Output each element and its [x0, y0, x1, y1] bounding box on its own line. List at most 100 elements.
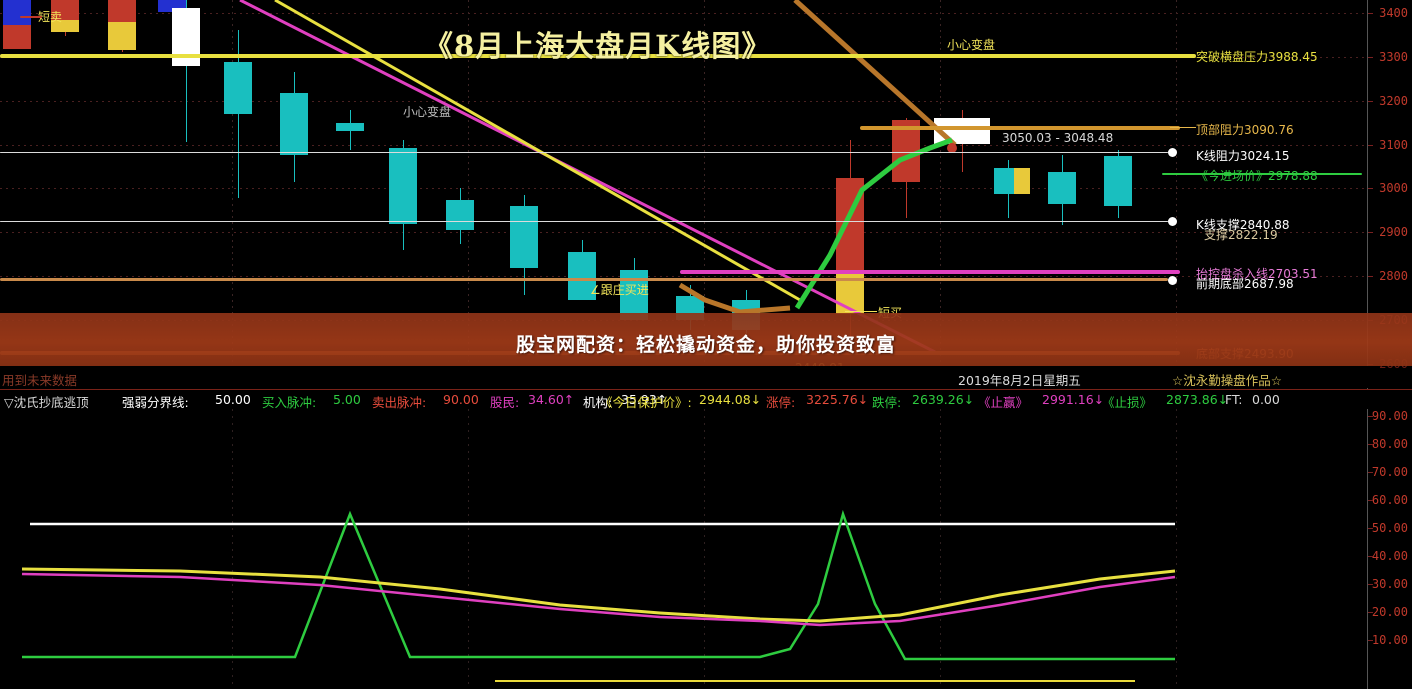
axis-tick-label: 3400 [1379, 6, 1408, 20]
axis-tick-label: 2900 [1379, 225, 1408, 239]
retail-investor-value: 34.60↑ [528, 392, 575, 407]
annotation-leader-line [845, 311, 877, 312]
candle-body [51, 20, 79, 32]
gridline-v [468, 409, 469, 689]
indicator-axis-right[interactable]: 90.00 80.00 70.00 60.00 50.00 40.00 30.0… [1367, 409, 1412, 689]
axis-tick [1368, 472, 1373, 473]
candle-body [3, 0, 31, 28]
retail-investor-label: 股民: [490, 395, 520, 410]
axis-tick [1368, 188, 1373, 189]
sell-pulse-value: 90.00 [443, 392, 479, 407]
gridline [0, 145, 1368, 146]
axis-tick-label: 40.00 [1371, 549, 1408, 563]
level-line-kline-resistance [0, 152, 1168, 153]
axis-tick-label: 3300 [1379, 50, 1408, 64]
level-line-prior-bottom [0, 278, 1168, 281]
candle-body [108, 22, 136, 50]
strength-divider-value: 50.00 [215, 392, 251, 407]
annotation-careful-reversal-1: 小心变盘 [403, 105, 452, 119]
lower-lines-overlay [21, 509, 1176, 682]
take-profit-value: 2991.16↓ [1042, 392, 1105, 407]
gridline [0, 13, 1368, 14]
level-line-kline-support [0, 221, 1168, 222]
axis-tick-label: 60.00 [1371, 493, 1408, 507]
axis-tick-label: 80.00 [1371, 437, 1408, 451]
kline-resistance-dot [1168, 148, 1177, 157]
candle-body [3, 25, 31, 49]
axis-tick [1368, 444, 1373, 445]
institution-label: 机构: [583, 395, 613, 410]
stop-loss-label: 《止损》 [1102, 395, 1153, 410]
page-title: 《8月上海大盘月K线图》 [424, 29, 772, 63]
yellow-ma-line [21, 567, 1176, 623]
annotation-follow-bank-buy: ∠跟庄买进 [590, 283, 649, 297]
promo-banner [0, 313, 1412, 366]
kline-support-dot [1168, 217, 1177, 226]
gridline-v [940, 409, 941, 689]
candle-body [1048, 172, 1076, 204]
future-data-warning: 用到未来数据 [2, 373, 78, 388]
candle-body [280, 93, 308, 155]
annotation-short-sell: 短卖 [38, 10, 63, 24]
candle-body [108, 0, 136, 22]
axis-tick [1368, 528, 1373, 529]
protect-price-value: 2944.08↓ [699, 392, 762, 407]
axis-tick-label: 90.00 [1371, 409, 1408, 423]
axis-tick [1368, 101, 1373, 102]
candle-body [446, 200, 474, 230]
axis-tick [1368, 556, 1373, 557]
axis-tick-label: 3000 [1379, 181, 1408, 195]
indicator-status-strip[interactable]: ▽沈氏抄底逃顶 强弱分界线: 50.00 买入脉冲: 5.00 卖出脉冲: 90… [0, 389, 1412, 410]
candle-body [934, 118, 990, 144]
buy-pulse-label: 买入脉冲: [262, 395, 317, 410]
limit-up-value: 3225.76↓ [806, 392, 869, 407]
axis-tick [1368, 232, 1373, 233]
gridline [0, 232, 1368, 233]
gridline [0, 188, 1368, 189]
candle-body [510, 206, 538, 268]
upper-kline-chart[interactable]: 《8月上海大盘月K线图》 短卖 小心变盘 ∠跟庄买进 小心变盘 短买 3050.… [0, 0, 1412, 390]
lower-plot-area[interactable]: ［持有］实际交易量增加。MFI促进指数增加。 [0, 409, 1368, 689]
lower-indicator-chart[interactable]: ［持有］实际交易量增加。MFI促进指数增加。 [0, 409, 1412, 689]
axis-tick-label: 2800 [1379, 269, 1408, 283]
candle-wick [238, 30, 239, 198]
upper-chart-footer: 用到未来数据 2019年8月2日星期五 ☆沈永勤操盘作品☆ [0, 366, 1368, 388]
gridline-v [1176, 409, 1177, 689]
axis-tick-label: 10.00 [1371, 633, 1408, 647]
leader-line [1150, 54, 1194, 55]
label-kline-resistance: K线阻力3024.15 [1196, 149, 1290, 163]
stop-loss-value: 2873.86↓ [1166, 392, 1229, 407]
label-kline-support: K线支撑2840.88 [1196, 218, 1290, 232]
strength-divider-label: 强弱分界线: [122, 395, 189, 410]
limit-down-label: 跌停: [872, 395, 902, 410]
annotation-careful-reversal-2: 小心变盘 [947, 38, 996, 52]
candle-body [836, 178, 864, 278]
label-bank-entry-line: 抬控盘杀入线2703.51 [1196, 267, 1318, 281]
take-profit-label: 《止赢》 [978, 395, 1029, 410]
axis-tick [1368, 145, 1373, 146]
axis-tick-label: 20.00 [1371, 605, 1408, 619]
candle-body [224, 62, 252, 114]
axis-tick-label: 50.00 [1371, 521, 1408, 535]
gridline [0, 101, 1368, 102]
axis-tick [1368, 640, 1373, 641]
axis-tick [1368, 500, 1373, 501]
ft-value: 0.00 [1252, 392, 1280, 407]
candle-body [51, 0, 79, 20]
candle-wick [186, 0, 187, 142]
watermark-upper: ☆沈永勤操盘作品☆ [1172, 373, 1282, 388]
prior-bottom-dot [1168, 276, 1177, 285]
candle-body [389, 148, 417, 224]
level-line-entry-price [1162, 173, 1362, 175]
green-uptrend-line [794, 137, 953, 310]
leader-line [1170, 127, 1196, 128]
green-pulse-line [22, 509, 1175, 661]
axis-tick [1368, 276, 1373, 277]
annotation-leader-line [20, 16, 42, 18]
chart-date: 2019年8月2日星期五 [958, 373, 1081, 388]
indicator-name[interactable]: ▽沈氏抄底逃顶 [4, 395, 89, 410]
limit-up-label: 涨停: [766, 395, 796, 410]
candle-body [336, 123, 364, 131]
gridline-v [232, 409, 233, 689]
axis-tick [1368, 57, 1373, 58]
